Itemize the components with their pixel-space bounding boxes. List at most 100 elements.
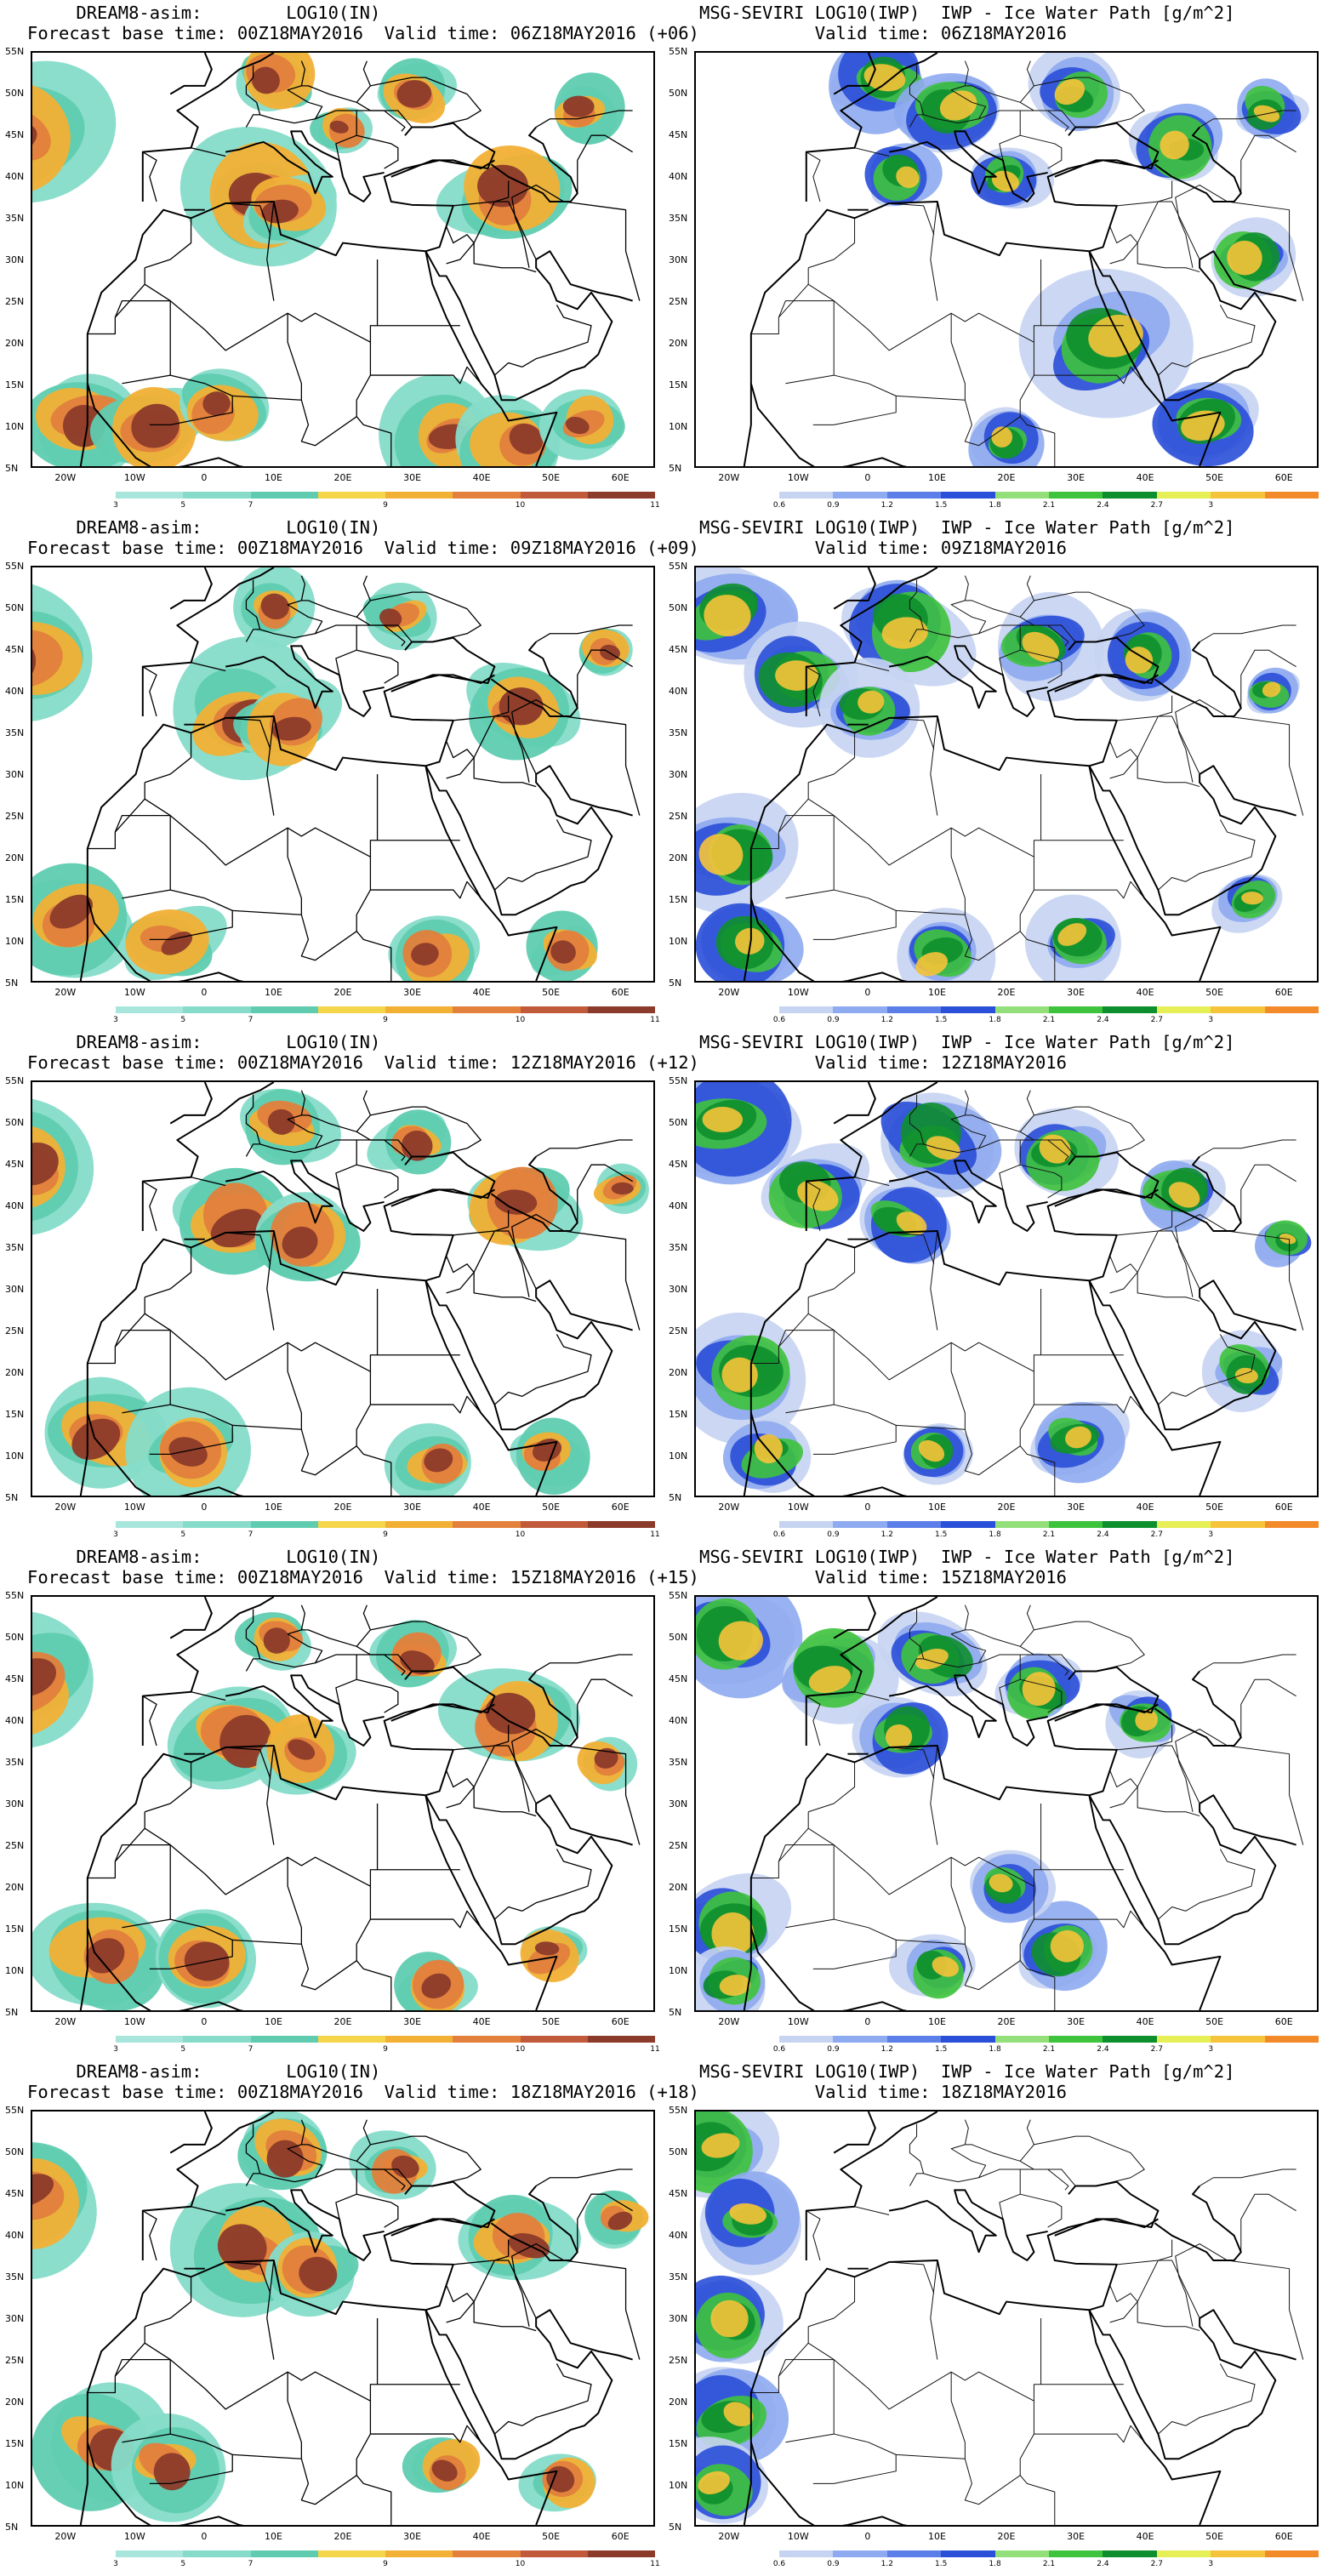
field-contour: [881, 617, 928, 649]
colorbar-swatch: [1156, 1006, 1211, 1013]
coastline: [749, 1927, 908, 2010]
colorbar-swatch: [886, 492, 942, 499]
colorbar-swatch: [116, 2550, 184, 2557]
colorbar-label: 11: [650, 2560, 660, 2568]
border: [1034, 881, 1159, 915]
colorbar-label: 0.9: [827, 501, 840, 510]
field-contour: [263, 1627, 290, 1654]
lon-tick-label: 30E: [403, 1502, 422, 1513]
field-contour: [1050, 1929, 1084, 1963]
colorbar-swatch: [1156, 2036, 1211, 2043]
border: [1137, 2301, 1200, 2332]
colorbar-swatch: [317, 2036, 385, 2043]
lat-tick-label: 55N: [669, 561, 688, 572]
lon-tick-label: 30E: [403, 2531, 422, 2542]
field-contour: [85, 1938, 125, 1974]
colorbar-label: 2.7: [1150, 1016, 1163, 1024]
coastline: [1164, 407, 1222, 466]
panel-subtitle: Valid time: 15Z18MAY2016: [699, 1567, 1067, 1587]
coastline: [425, 1279, 613, 1431]
coastline: [500, 1437, 558, 1496]
coastline: [833, 53, 876, 95]
field-contour: [379, 608, 402, 628]
coastline: [1088, 765, 1277, 916]
field-contour: [32, 108, 51, 161]
border: [446, 1770, 475, 1809]
border: [114, 1329, 171, 1414]
field-contour: [546, 2465, 575, 2493]
border: [245, 1609, 261, 1660]
colorbar-swatch: [779, 2036, 834, 2043]
lat-tick-label: 15N: [5, 1409, 25, 1420]
lon-tick-label: 20E: [997, 2016, 1016, 2027]
lat-tick-label: 45N: [669, 1673, 688, 1684]
coastline: [425, 1280, 503, 1439]
field-contour: [32, 82, 71, 195]
coastlines: [79, 53, 633, 466]
border: [287, 1342, 303, 1430]
coastline: [86, 898, 244, 981]
field-contour: [431, 2459, 458, 2482]
border: [1020, 2193, 1063, 2228]
border: [287, 1857, 303, 1945]
colorbar: [116, 1006, 655, 1013]
lon-tick-label: 10W: [787, 2531, 809, 2542]
shaded-field: [32, 1088, 649, 1496]
border: [950, 828, 966, 915]
lat-tick-label: 5N: [5, 463, 19, 474]
lat-tick-label: 20N: [669, 338, 688, 349]
field-contour: [499, 687, 544, 726]
lat-tick-label: 30N: [5, 1798, 25, 1809]
lon-tick-label: 40E: [472, 2016, 491, 2027]
lat-tick-label: 25N: [5, 296, 25, 307]
border: [300, 1090, 305, 1116]
border: [889, 717, 935, 750]
coastline: [805, 1597, 938, 1746]
border: [356, 1654, 406, 1676]
border: [144, 1804, 379, 1895]
colorbar-swatch: [250, 2550, 318, 2557]
lat-tick-label: 50N: [669, 1632, 688, 1643]
border: [511, 184, 641, 301]
colorbar-label: 5: [180, 2560, 186, 2568]
border: [808, 2277, 856, 2328]
colorbar-label: 5: [180, 1530, 186, 1539]
coastline: [535, 250, 633, 302]
border: [1034, 1395, 1159, 1430]
border: [930, 1230, 938, 1331]
border: [1137, 1787, 1200, 1817]
lat-tick-label: 30N: [5, 769, 25, 780]
lon-tick-label: 20W: [718, 987, 740, 998]
field-contour: [534, 1941, 560, 1956]
border: [1185, 305, 1256, 368]
lat-tick-label: 5N: [5, 2007, 19, 2018]
border: [806, 2210, 821, 2261]
colorbar-label: 11: [650, 501, 660, 510]
lon-tick-label: 10W: [123, 472, 145, 483]
field-contour: [718, 1621, 763, 1661]
border: [535, 2169, 633, 2187]
border: [1116, 1210, 1173, 1236]
border: [1137, 1745, 1200, 1804]
border: [1199, 2169, 1296, 2186]
border: [778, 300, 835, 385]
colorbar-swatch: [116, 492, 184, 499]
field-contour: [698, 834, 744, 875]
coastline: [225, 2189, 385, 2261]
lat-tick-label: 20N: [669, 1882, 688, 1893]
coastline: [1154, 1155, 1242, 1232]
lat-tick-label: 15N: [5, 2438, 25, 2449]
coastline: [833, 1082, 876, 1125]
lon-tick-label: 20E: [997, 1502, 1016, 1513]
coastline: [390, 674, 495, 692]
field-contour: [562, 95, 595, 117]
field-contour: [991, 426, 1013, 447]
border: [473, 757, 537, 788]
lat-tick-label: 5N: [669, 1492, 682, 1503]
lon-tick-label: 40E: [472, 987, 491, 998]
colorbar-swatch: [520, 2550, 588, 2557]
colorbar-swatch: [250, 492, 318, 499]
border: [232, 2453, 392, 2525]
seviri-panel: MSG-SEVIRI LOG10(IWP) IWP - Ice Water Pa…: [664, 1029, 1322, 1544]
border: [778, 815, 835, 899]
